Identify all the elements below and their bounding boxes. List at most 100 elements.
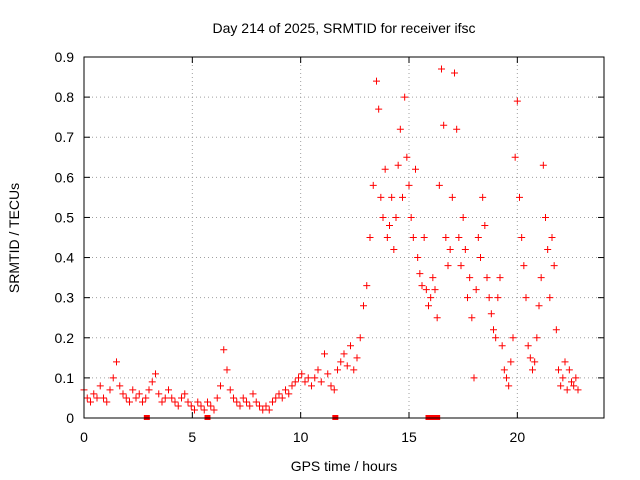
- data-point: [416, 270, 424, 278]
- data-point: [265, 406, 273, 414]
- data-point: [373, 77, 380, 85]
- data-point: [171, 398, 179, 406]
- data-point: [440, 121, 448, 129]
- data-point: [230, 394, 237, 402]
- data-point: [446, 246, 454, 254]
- data-point: [552, 326, 560, 334]
- data-point: [145, 386, 153, 394]
- data-point: [330, 386, 338, 394]
- data-point: [109, 374, 117, 382]
- data-point: [262, 402, 270, 410]
- data-point: [487, 310, 495, 318]
- data-point: [438, 65, 445, 73]
- data-point: [425, 302, 432, 310]
- data-point: [399, 193, 406, 201]
- data-point: [555, 366, 562, 374]
- data-point: [557, 382, 565, 390]
- y-tick-label: 0.1: [55, 370, 75, 386]
- data-point: [537, 274, 545, 282]
- data-point: [249, 390, 257, 398]
- data-point: [392, 213, 400, 221]
- data-point: [213, 394, 221, 402]
- data-point: [298, 370, 306, 378]
- data-point: [407, 213, 415, 221]
- data-point: [353, 354, 361, 362]
- grid-lines: [84, 57, 604, 418]
- data-point: [496, 274, 504, 282]
- data-point: [239, 394, 247, 402]
- data-point: [570, 382, 578, 390]
- data-point: [457, 262, 465, 270]
- y-axis-label: SRMTID / TECUs: [6, 183, 22, 293]
- data-point: [236, 402, 244, 410]
- y-tick-label: 0.6: [55, 169, 75, 185]
- y-tick-label: 0.5: [55, 209, 75, 225]
- data-point: [363, 282, 371, 290]
- data-point: [418, 282, 426, 290]
- data-point: [474, 234, 482, 241]
- data-point: [165, 386, 172, 394]
- data-point: [360, 302, 367, 310]
- data-point: [435, 181, 443, 189]
- data-point: [500, 366, 508, 374]
- data-point: [433, 314, 441, 322]
- data-point: [526, 354, 534, 362]
- data-point: [565, 366, 573, 374]
- data-point: [505, 382, 513, 390]
- data-point: [83, 394, 91, 402]
- data-point: [334, 366, 341, 374]
- y-tick-label: 0.3: [55, 290, 75, 306]
- data-point: [356, 334, 364, 342]
- data-point: [550, 262, 558, 270]
- data-point: [191, 406, 198, 414]
- data-point: [233, 398, 241, 406]
- data-point: [158, 398, 166, 406]
- x-axis-label: GPS time / hours: [291, 458, 398, 474]
- data-point: [574, 386, 582, 394]
- data-point: [492, 334, 500, 342]
- data-point: [414, 254, 422, 262]
- data-point: [278, 394, 286, 402]
- data-point: [381, 165, 389, 173]
- data-point: [366, 234, 374, 241]
- data-point: [516, 193, 523, 201]
- data-point: [308, 382, 315, 390]
- x-tick-label: 10: [293, 429, 309, 445]
- data-point: [451, 69, 458, 77]
- data-point: [178, 394, 185, 402]
- data-point: [321, 350, 328, 358]
- data-point: [394, 161, 402, 169]
- data-point: [269, 398, 276, 406]
- data-point: [324, 370, 332, 378]
- data-point: [403, 153, 411, 161]
- data-point: [126, 398, 133, 406]
- data-point: [561, 358, 569, 366]
- data-point: [442, 234, 450, 241]
- data-point: [390, 246, 398, 254]
- data-point: [161, 394, 169, 402]
- data-point: [485, 294, 493, 302]
- data-point: [295, 374, 302, 382]
- data-point: [282, 386, 289, 394]
- data-point: [535, 302, 543, 310]
- data-point: [477, 254, 484, 262]
- data-point: [427, 294, 435, 302]
- data-point: [181, 390, 189, 398]
- data-point: [468, 314, 476, 322]
- data-point: [204, 398, 211, 406]
- data-point: [379, 213, 387, 221]
- data-point: [511, 153, 519, 161]
- data-point: [155, 390, 163, 398]
- y-tick-label: 0.7: [55, 129, 75, 145]
- data-point: [87, 398, 94, 406]
- data-point: [518, 234, 526, 241]
- y-tick-label: 0.8: [55, 89, 75, 105]
- data-point: [524, 342, 532, 350]
- data-point: [401, 93, 409, 101]
- chart-title: Day 214 of 2025, SRMTID for receiver ifs…: [213, 20, 476, 36]
- data-point: [246, 402, 254, 410]
- data-point: [220, 346, 228, 354]
- data-point: [288, 382, 296, 390]
- data-point: [350, 366, 358, 374]
